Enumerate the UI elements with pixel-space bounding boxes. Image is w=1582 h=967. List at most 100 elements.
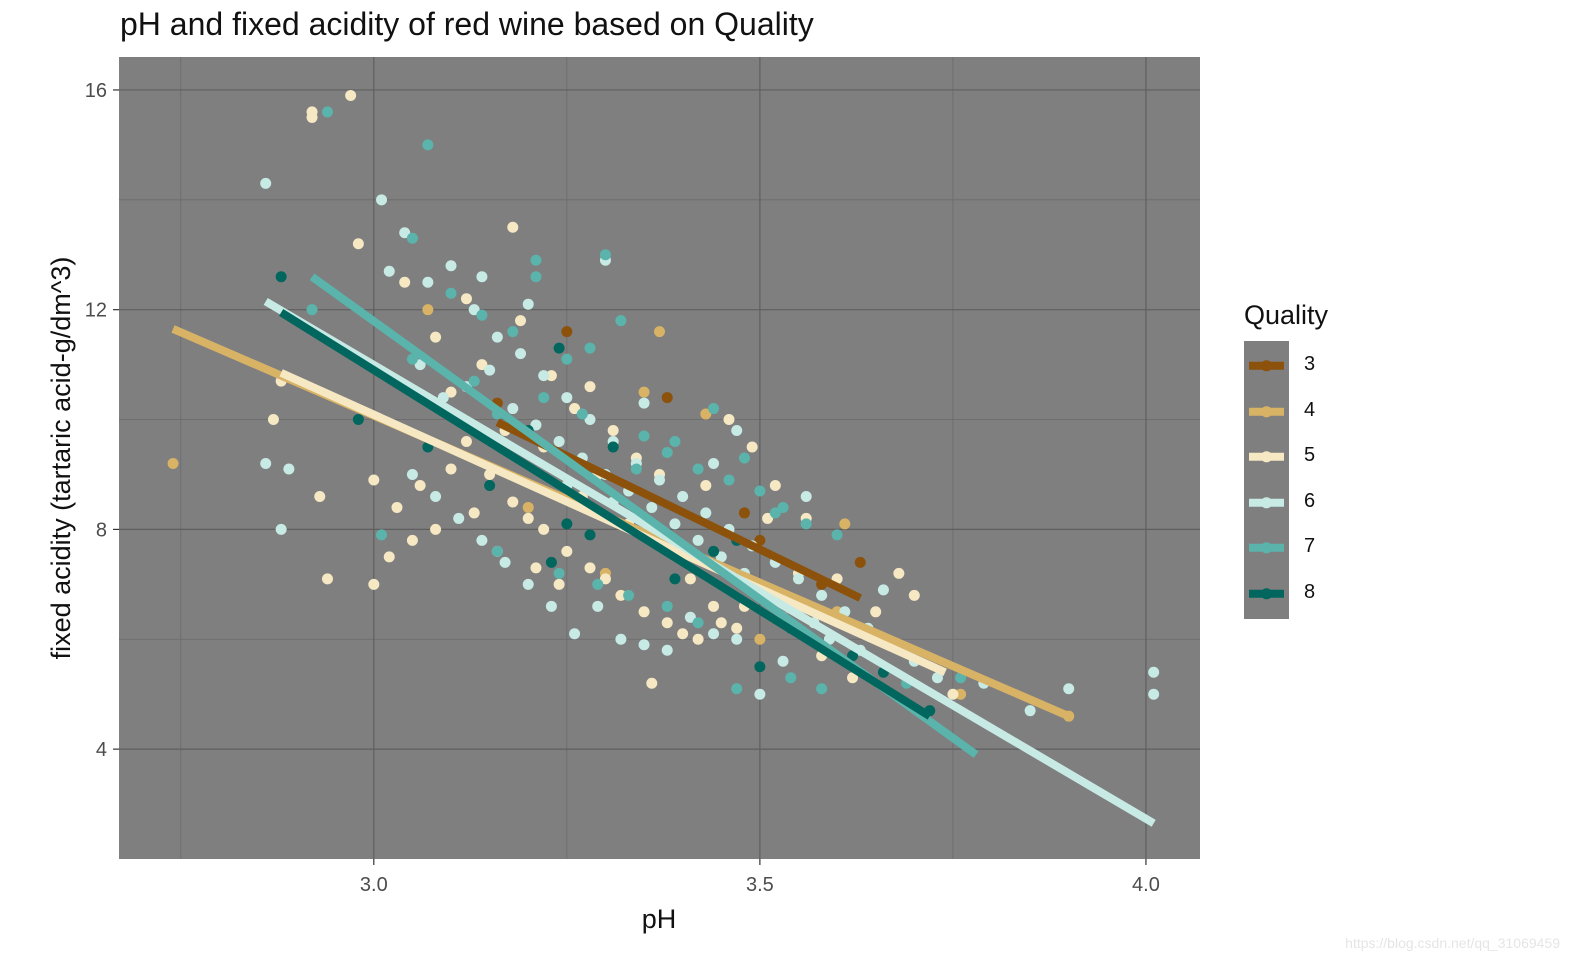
point-quality-6 bbox=[260, 457, 272, 469]
point-quality-5 bbox=[345, 89, 357, 101]
point-quality-5 bbox=[538, 523, 550, 535]
point-quality-7 bbox=[406, 353, 418, 365]
y-tick-label: 12 bbox=[85, 300, 107, 322]
point-quality-5 bbox=[306, 111, 318, 123]
legend: Quality 3 4 5 6 7 8 bbox=[1244, 300, 1328, 619]
point-quality-5 bbox=[545, 370, 557, 382]
point-quality-5 bbox=[646, 677, 658, 689]
point-quality-3 bbox=[561, 326, 573, 338]
point-quality-5 bbox=[947, 688, 959, 700]
point-quality-4 bbox=[522, 501, 534, 513]
point-quality-5 bbox=[893, 567, 905, 579]
point-quality-5 bbox=[321, 573, 333, 585]
point-quality-5 bbox=[615, 589, 627, 601]
point-quality-5 bbox=[584, 381, 596, 393]
point-quality-5 bbox=[599, 573, 611, 585]
point-quality-6 bbox=[816, 589, 828, 601]
point-quality-7 bbox=[584, 342, 596, 354]
point-quality-5 bbox=[569, 403, 581, 415]
point-quality-7 bbox=[669, 436, 681, 448]
point-quality-7 bbox=[468, 375, 480, 387]
point-quality-7 bbox=[692, 463, 704, 475]
point-quality-4 bbox=[700, 408, 712, 420]
point-quality-6 bbox=[530, 419, 542, 431]
point-quality-6 bbox=[877, 584, 889, 596]
point-quality-6 bbox=[692, 534, 704, 546]
chart-title: pH and fixed acidity of red wine based o… bbox=[120, 6, 814, 42]
point-quality-7 bbox=[630, 463, 642, 475]
plot-panel bbox=[119, 57, 1200, 859]
point-quality-6 bbox=[792, 573, 804, 585]
x-tick-label: 3.5 bbox=[746, 874, 774, 896]
point-quality-6 bbox=[615, 633, 627, 645]
legend-item-7: 7 bbox=[1244, 525, 1315, 571]
point-quality-7 bbox=[576, 408, 588, 420]
point-quality-7 bbox=[754, 485, 766, 497]
point-quality-7 bbox=[306, 304, 318, 316]
point-quality-5 bbox=[692, 633, 704, 645]
point-quality-5 bbox=[468, 507, 480, 519]
legend-swatch bbox=[1249, 497, 1284, 509]
point-quality-6 bbox=[260, 177, 272, 189]
point-quality-7 bbox=[422, 139, 434, 151]
legend-item-8: 8 bbox=[1244, 571, 1315, 617]
point-quality-7 bbox=[476, 309, 488, 321]
legend-keys: 3 4 5 6 7 8 bbox=[1244, 341, 1315, 619]
point-quality-7 bbox=[708, 403, 720, 415]
point-quality-5 bbox=[530, 562, 542, 574]
point-quality-5 bbox=[352, 238, 364, 250]
point-quality-6 bbox=[422, 276, 434, 288]
point-quality-5 bbox=[406, 534, 418, 546]
point-quality-6 bbox=[800, 490, 812, 502]
point-quality-8 bbox=[275, 271, 287, 283]
point-quality-7 bbox=[623, 589, 635, 601]
legend-title: Quality bbox=[1244, 300, 1329, 330]
point-quality-5 bbox=[522, 512, 534, 524]
fit-lines bbox=[171, 273, 1156, 827]
point-quality-6 bbox=[1024, 705, 1036, 717]
point-quality-6 bbox=[708, 628, 720, 640]
point-quality-5 bbox=[414, 479, 426, 491]
legend-label: 5 bbox=[1304, 444, 1316, 467]
point-quality-6 bbox=[453, 512, 465, 524]
point-quality-6 bbox=[661, 644, 673, 656]
point-quality-7 bbox=[661, 447, 673, 459]
point-quality-7 bbox=[723, 474, 735, 486]
point-quality-5 bbox=[515, 315, 527, 327]
point-quality-5 bbox=[769, 479, 781, 491]
point-quality-5 bbox=[561, 545, 573, 557]
legend-label: 6 bbox=[1304, 489, 1316, 512]
point-quality-5 bbox=[507, 496, 519, 508]
point-quality-6 bbox=[414, 359, 426, 371]
legend-swatch bbox=[1249, 542, 1284, 554]
point-quality-6 bbox=[754, 688, 766, 700]
point-quality-6 bbox=[1148, 666, 1160, 678]
point-quality-7 bbox=[777, 501, 789, 513]
point-quality-5 bbox=[368, 578, 380, 590]
point-quality-5 bbox=[708, 600, 720, 612]
point-quality-8 bbox=[553, 342, 565, 354]
point-quality-8 bbox=[708, 545, 720, 557]
point-quality-8 bbox=[847, 650, 859, 662]
point-quality-7 bbox=[831, 529, 843, 541]
point-quality-5 bbox=[399, 276, 411, 288]
point-quality-5 bbox=[677, 628, 689, 640]
point-quality-6 bbox=[638, 397, 650, 409]
point-quality-8 bbox=[545, 556, 557, 568]
legend-item-6: 6 bbox=[1244, 480, 1315, 526]
point-quality-7 bbox=[769, 507, 781, 519]
x-tick-label: 3.0 bbox=[360, 874, 388, 896]
point-quality-3 bbox=[754, 534, 766, 546]
point-quality-6 bbox=[283, 463, 295, 475]
y-axis-title: fixed acidity (tartaric acid-g/dm^3) bbox=[46, 257, 76, 660]
point-quality-5 bbox=[368, 474, 380, 486]
point-quality-5 bbox=[445, 463, 457, 475]
point-quality-6 bbox=[708, 457, 720, 469]
point-quality-6 bbox=[715, 551, 727, 563]
point-quality-6 bbox=[476, 534, 488, 546]
point-quality-3 bbox=[854, 556, 866, 568]
point-quality-5 bbox=[870, 606, 882, 618]
point-quality-4 bbox=[839, 518, 851, 530]
fit-line-quality-8 bbox=[279, 309, 932, 720]
